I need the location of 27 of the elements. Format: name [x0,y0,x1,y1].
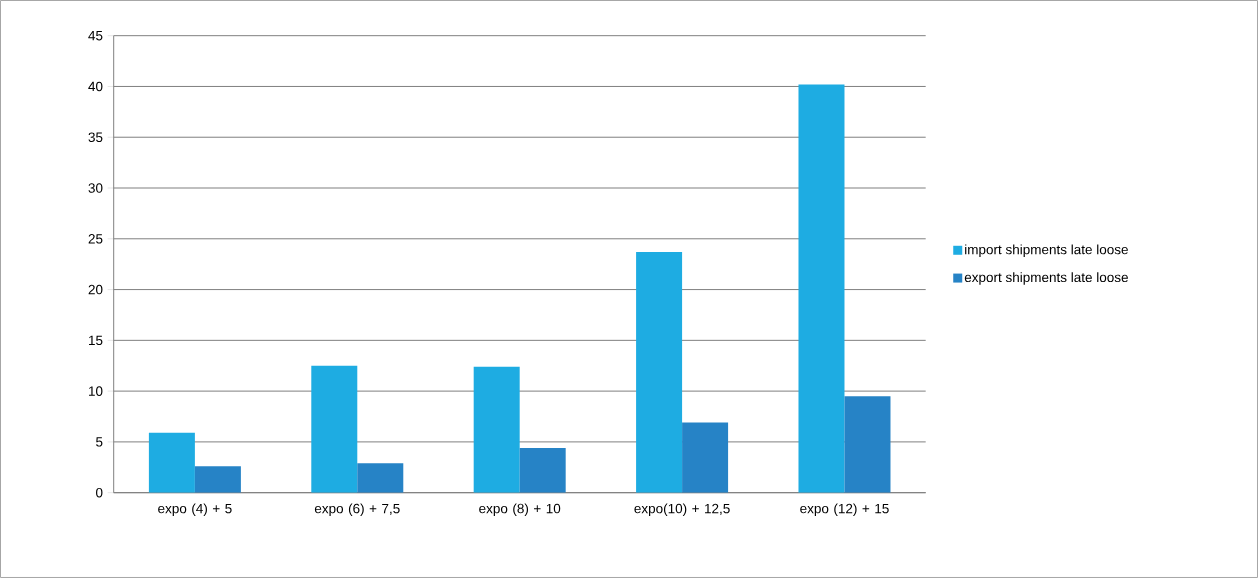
y-tick-label: 30 [88,183,103,193]
x-tick-label: expo(10) + 12,5 [634,503,730,516]
bar [519,447,566,493]
y-tick-label: 15 [89,335,103,346]
y-tick-label: 0 [96,487,103,498]
bar [798,84,845,493]
bar [148,432,195,493]
bar [473,366,520,493]
bar [357,463,404,493]
y-tick-label: 25 [88,234,103,244]
legend-label: export shipments late loose [964,272,1128,285]
bar [311,365,358,493]
bar [844,396,891,493]
y-tick-label: 35 [88,132,103,142]
y-tick-label: 40 [88,81,103,92]
y-tick-label: 5 [96,437,103,447]
y-tick-label: 45 [88,30,103,41]
bar [682,422,729,493]
bar [636,251,683,493]
legend-label: import shipments late loose [965,244,1128,257]
x-tick-label: expo (4) + 5 [158,503,232,516]
x-tick-label: expo (8) + 10 [479,503,561,516]
y-tick-label: 10 [89,386,103,396]
bar [194,466,241,493]
x-tick-label: expo (6) + 7,5 [314,503,400,516]
y-tick-label: 20 [88,284,103,295]
x-tick-label: expo (12) + 15 [800,503,889,516]
